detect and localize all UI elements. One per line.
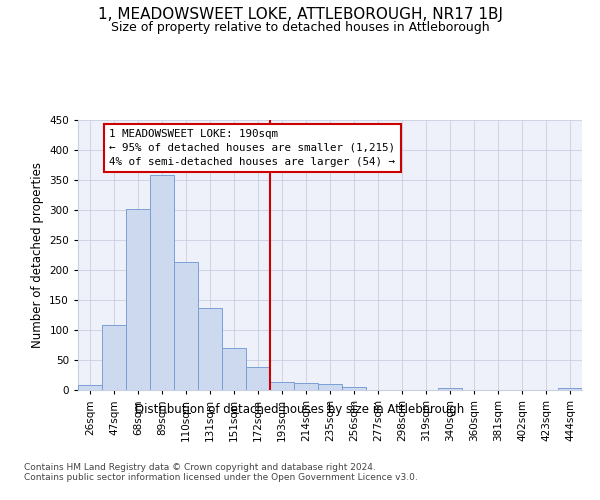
- Bar: [558, 388, 582, 390]
- Bar: [270, 382, 294, 390]
- Bar: [294, 384, 318, 390]
- Bar: [102, 325, 126, 390]
- Bar: [78, 384, 102, 390]
- Bar: [438, 388, 462, 390]
- Text: Contains HM Land Registry data © Crown copyright and database right 2024.
Contai: Contains HM Land Registry data © Crown c…: [24, 462, 418, 482]
- Bar: [246, 366, 270, 390]
- Bar: [174, 262, 198, 390]
- Bar: [222, 348, 246, 390]
- Text: 1 MEADOWSWEET LOKE: 190sqm
← 95% of detached houses are smaller (1,215)
4% of se: 1 MEADOWSWEET LOKE: 190sqm ← 95% of deta…: [109, 129, 395, 167]
- Bar: [198, 308, 222, 390]
- Bar: [126, 209, 150, 390]
- Bar: [318, 384, 342, 390]
- Text: Size of property relative to detached houses in Attleborough: Size of property relative to detached ho…: [110, 21, 490, 34]
- Text: Distribution of detached houses by size in Attleborough: Distribution of detached houses by size …: [136, 402, 464, 415]
- Bar: [150, 175, 174, 390]
- Y-axis label: Number of detached properties: Number of detached properties: [31, 162, 44, 348]
- Text: 1, MEADOWSWEET LOKE, ATTLEBOROUGH, NR17 1BJ: 1, MEADOWSWEET LOKE, ATTLEBOROUGH, NR17 …: [97, 8, 503, 22]
- Bar: [342, 387, 366, 390]
